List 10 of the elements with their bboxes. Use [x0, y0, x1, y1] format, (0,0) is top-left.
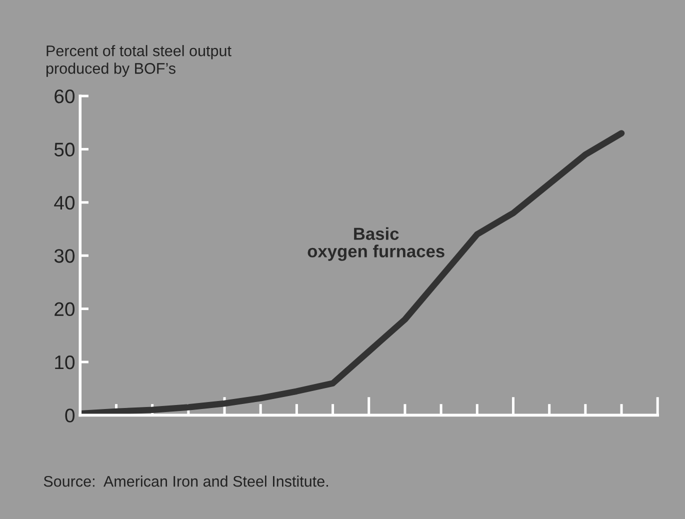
y-tick-label: 30	[54, 249, 75, 263]
y-tick-label: 40	[54, 196, 75, 210]
y-tick-label: 10	[55, 355, 75, 370]
y-axis-title: Percent of total steel output produced by BOF’s	[46, 45, 232, 77]
source-note: Source: American Iron and Steel Institute.	[44, 476, 328, 487]
y-tick-label: 20	[54, 302, 75, 316]
y-tick-label: 0	[65, 408, 75, 422]
series-label: Basic oxygen furnaces	[308, 227, 444, 261]
y-tick-label: 60	[54, 89, 75, 104]
y-tick-label: 50	[54, 142, 75, 156]
